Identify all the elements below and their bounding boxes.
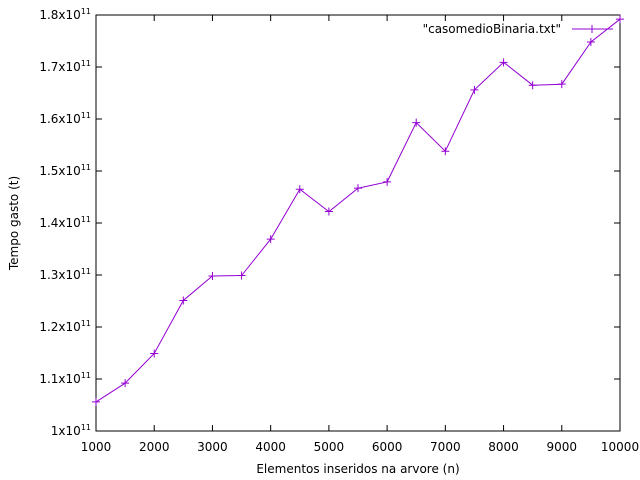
y-axis-ticks: 1x1011 1.1x1011 1.2x1011 1.3x1011 1.4x1011 1.… [39, 7, 620, 438]
data-point-marker [557, 80, 566, 89]
x-tick-label: 4000 [255, 440, 286, 454]
x-axis-label: Elementos inseridos na arvore (n) [256, 462, 459, 476]
data-point-marker [179, 296, 188, 305]
series-layer [92, 15, 624, 406]
x-axis-ticks: 1000 2000 3000 4000 5000 6000 7000 8000 9000 1000… [81, 15, 639, 454]
data-point-marker [266, 235, 275, 244]
y-tick-label: 1.6x1011 [39, 111, 91, 126]
y-tick-label: 1.2x1011 [39, 319, 91, 334]
y-tick-label: 1.1x1011 [39, 371, 91, 386]
data-point-marker [412, 118, 421, 127]
data-point-marker [324, 207, 333, 216]
legend-label: "casomedioBinaria.txt" [423, 22, 561, 36]
data-point-marker [586, 38, 595, 47]
y-tick-label: 1.8x1011 [39, 7, 91, 22]
x-tick-label: 3000 [197, 440, 228, 454]
data-point-marker [295, 185, 304, 194]
data-point-marker [237, 271, 246, 280]
y-axis-label: Tempo gasto (t) [7, 176, 21, 271]
data-point-marker [208, 272, 217, 281]
data-point-marker [499, 58, 508, 67]
data-point-marker [92, 397, 100, 406]
y-tick-label: 1.3x1011 [39, 267, 91, 282]
data-point-marker [441, 147, 450, 156]
y-tick-label: 1.4x1011 [39, 215, 91, 230]
x-tick-label: 8000 [488, 440, 519, 454]
x-tick-label: 1000 [81, 440, 112, 454]
data-point-marker [616, 15, 624, 24]
data-point-marker [383, 177, 392, 186]
series-line [95, 18, 621, 403]
legend-marker [588, 25, 596, 33]
x-tick-label: 7000 [430, 440, 461, 454]
data-point-marker [528, 81, 537, 90]
x-tick-label: 9000 [547, 440, 578, 454]
x-tick-label: 6000 [372, 440, 403, 454]
y-tick-label: 1x1011 [51, 423, 91, 438]
plot-area-frame [95, 14, 621, 432]
x-tick-label: 5000 [314, 440, 345, 454]
x-tick-label: 2000 [139, 440, 170, 454]
data-point-marker [121, 379, 130, 388]
data-point-marker [354, 184, 362, 193]
data-point-marker [150, 349, 159, 358]
y-tick-label: 1.7x1011 [39, 59, 91, 74]
data-point-marker [470, 85, 479, 94]
x-tick-label: 10000 [601, 440, 639, 454]
legend: "casomedioBinaria.txt" [423, 22, 613, 36]
y-tick-label: 1.5x1011 [39, 163, 91, 178]
